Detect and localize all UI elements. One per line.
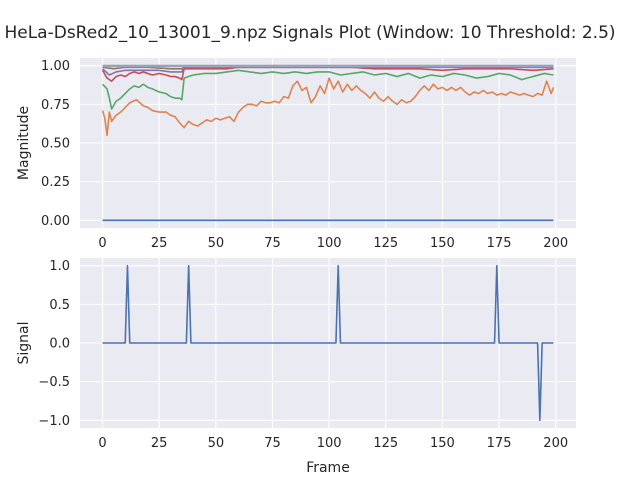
y-tick-label: 0.25 <box>41 175 70 190</box>
x-tick-label: 75 <box>264 236 281 251</box>
x-tick-label: 150 <box>430 436 455 451</box>
x-tick-label: 50 <box>208 236 225 251</box>
x-tick-label: 50 <box>208 436 225 451</box>
x-tick-label: 25 <box>151 236 168 251</box>
signal-axes: 0 25 50 75 100 125 150 175 200 −1.0 −0.5 0.0 0.5 1.0 S… <box>16 258 576 476</box>
y-axis-label: Magnitude <box>16 106 32 180</box>
y-tick-label: −0.5 <box>38 375 70 390</box>
x-tick-label: 25 <box>151 436 168 451</box>
x-tick-label: 125 <box>373 236 398 251</box>
x-axis-label: Frame <box>306 460 350 476</box>
x-tick-label: 125 <box>373 436 398 451</box>
y-tick-label: 0.5 <box>49 298 70 313</box>
y-tick-label: 1.00 <box>41 59 70 74</box>
y-axis-label: Signal <box>16 321 32 364</box>
x-tick-label: 0 <box>98 436 106 451</box>
series-line-2 <box>101 69 554 110</box>
x-tick-label: 200 <box>543 436 568 451</box>
x-tick-label: 100 <box>317 436 342 451</box>
x-tick-label: 150 <box>430 236 455 251</box>
x-tick-label: 175 <box>487 436 512 451</box>
figure-title: HeLa-DsRed2_10_13001_9.npz Signals Plot … <box>4 23 615 43</box>
series-line-0 <box>102 264 554 422</box>
x-tick-label: 75 <box>264 436 281 451</box>
y-tick-label: 0.0 <box>49 337 70 352</box>
magnitude-axes: 0 25 50 75 100 125 150 175 200 0.00 0.25 0.50 0.75 1.… <box>16 58 576 251</box>
y-tick-label: 1.0 <box>49 259 70 274</box>
x-tick-label: 200 <box>543 236 568 251</box>
x-tick-label: 0 <box>98 236 106 251</box>
y-tick-label: 0.00 <box>41 214 70 229</box>
x-tick-label: 100 <box>317 236 342 251</box>
y-tick-label: 0.50 <box>41 137 70 152</box>
x-tick-label: 175 <box>487 236 512 251</box>
y-tick-label: 0.75 <box>41 98 70 113</box>
y-tick-label: −1.0 <box>38 414 70 429</box>
series-line-1 <box>101 77 555 137</box>
